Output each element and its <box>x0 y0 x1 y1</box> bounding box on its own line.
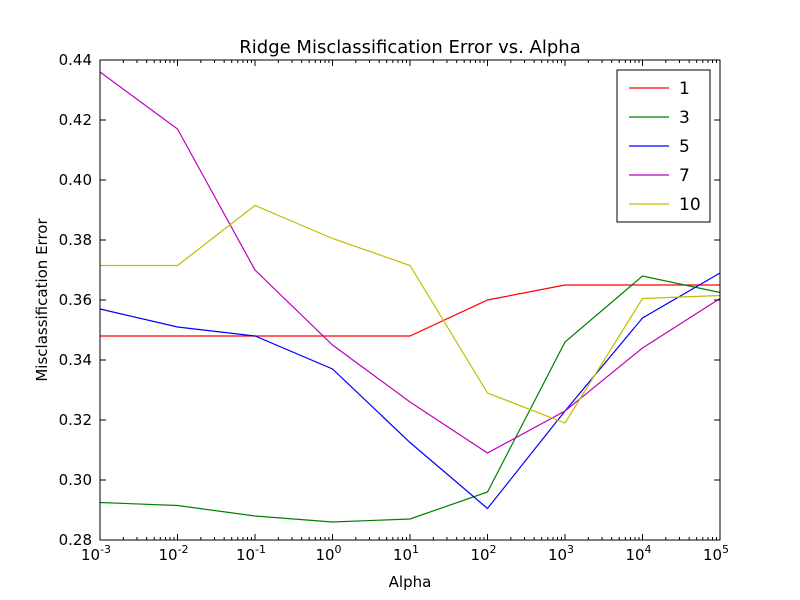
y-tick-label: 0.30 <box>59 471 92 489</box>
legend: 1 3 5 7 10 <box>616 69 711 223</box>
y-tick-label: 0.36 <box>59 291 92 309</box>
y-tick-label: 0.38 <box>59 231 92 249</box>
y-tick-label: 0.28 <box>59 531 92 549</box>
legend-label-5: 5 <box>679 137 690 157</box>
series-line-7 <box>99 71 721 454</box>
x-tick-label: 100 <box>315 543 341 564</box>
series-line-1 <box>100 284 720 337</box>
x-tick-label: 10-1 <box>236 543 266 564</box>
legend-label-10: 10 <box>679 195 701 215</box>
y-tick-label: 0.44 <box>59 51 92 69</box>
series-line-3 <box>99 275 721 523</box>
y-tick-label: 0.42 <box>59 111 92 129</box>
legend-label-1: 1 <box>679 79 690 99</box>
series-layer <box>99 71 721 523</box>
y-tick-label: 0.34 <box>59 351 92 369</box>
x-tick-label: 10-3 <box>81 543 111 564</box>
y-axis-label: Misclassification Error <box>33 218 51 382</box>
tick-layer: 10-3 10-2 10-1 100 101 102 103 104 1050.280.300.… <box>59 51 729 564</box>
x-tick-label: 102 <box>470 543 496 564</box>
x-axis-label: Alpha <box>389 573 432 591</box>
chart-title: Ridge Misclassification Error vs. Alpha <box>239 37 580 58</box>
y-tick-label: 0.32 <box>59 411 92 429</box>
legend-label-3: 3 <box>679 108 690 128</box>
series-line-5 <box>99 272 721 510</box>
series-line-10 <box>100 204 721 424</box>
x-tick-label: 105 <box>703 543 729 564</box>
x-tick-label: 101 <box>393 543 419 564</box>
x-tick-label: 103 <box>548 543 574 564</box>
legend-label-7: 7 <box>679 166 690 186</box>
y-tick-label: 0.40 <box>59 171 92 189</box>
x-tick-label: 10-2 <box>158 543 188 564</box>
x-tick-label: 104 <box>625 543 651 564</box>
